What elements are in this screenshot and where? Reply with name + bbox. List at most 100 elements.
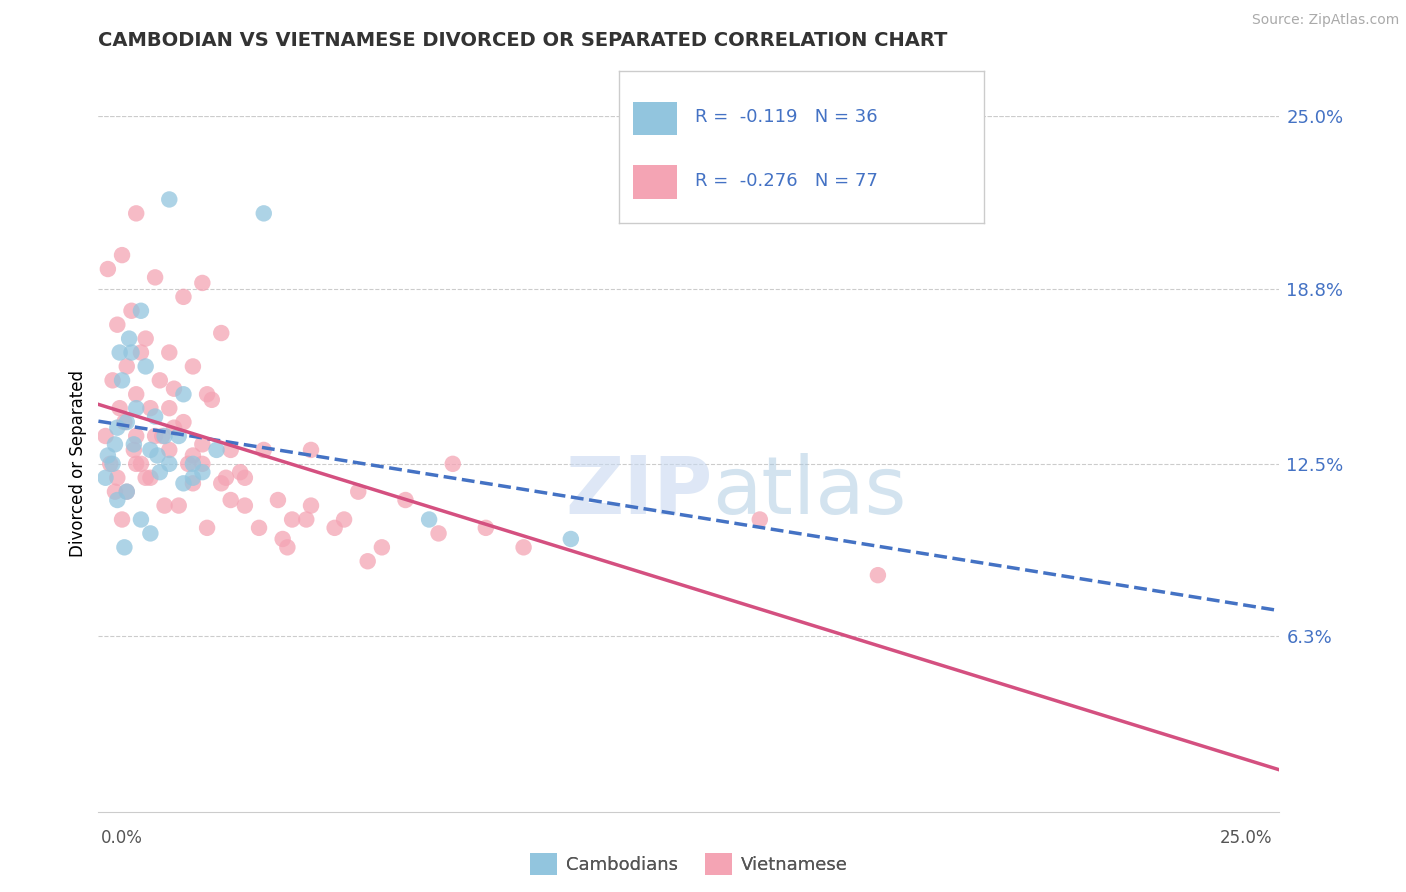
Point	[115, 359, 138, 374]
Point	[167, 429, 190, 443]
Point	[111, 373, 134, 387]
Point	[125, 457, 148, 471]
Point	[172, 476, 194, 491]
Point	[101, 457, 124, 471]
Point	[295, 512, 318, 526]
Point	[118, 332, 141, 346]
Point	[139, 401, 162, 416]
Point	[125, 206, 148, 220]
Point	[105, 420, 128, 434]
Point	[267, 493, 290, 508]
Point	[172, 387, 194, 401]
Point	[201, 392, 224, 407]
Point	[111, 248, 134, 262]
Point	[191, 465, 214, 479]
Point	[157, 457, 180, 471]
Point	[121, 303, 143, 318]
Text: CAMBODIAN VS VIETNAMESE DIVORCED OR SEPARATED CORRELATION CHART: CAMBODIAN VS VIETNAMESE DIVORCED OR SEPA…	[98, 31, 948, 50]
Point	[181, 476, 204, 491]
Point	[149, 373, 172, 387]
Point	[129, 345, 152, 359]
Point	[139, 442, 162, 457]
Point	[163, 382, 186, 396]
Point	[209, 326, 232, 340]
Point	[105, 318, 128, 332]
Point	[122, 442, 145, 457]
Point	[181, 471, 204, 485]
Point	[347, 484, 370, 499]
Text: R =  -0.119   N = 36: R = -0.119 N = 36	[696, 108, 877, 126]
Point	[427, 526, 450, 541]
Point	[195, 521, 218, 535]
Point	[149, 465, 172, 479]
Point	[418, 512, 440, 526]
Point	[115, 415, 138, 429]
Point	[108, 401, 131, 416]
Point	[475, 521, 498, 535]
Point	[560, 532, 582, 546]
Point	[323, 521, 346, 535]
Point	[150, 429, 173, 443]
Point	[125, 429, 148, 443]
Point	[97, 262, 120, 277]
Point	[191, 276, 214, 290]
Point	[195, 387, 218, 401]
Point	[129, 512, 152, 526]
Point	[163, 420, 186, 434]
Point	[112, 541, 135, 555]
Point	[104, 484, 127, 499]
Point	[371, 541, 394, 555]
Point	[129, 303, 152, 318]
Point	[209, 476, 232, 491]
Point	[112, 415, 135, 429]
Point	[121, 345, 143, 359]
Point	[135, 332, 157, 346]
Point	[157, 193, 180, 207]
Point	[181, 457, 204, 471]
Point	[247, 521, 270, 535]
Point	[167, 499, 190, 513]
Point	[157, 345, 180, 359]
Legend: Cambodians, Vietnamese: Cambodians, Vietnamese	[523, 847, 855, 883]
Point	[129, 457, 152, 471]
Point	[191, 457, 214, 471]
Point	[153, 499, 176, 513]
Point	[205, 442, 228, 457]
Point	[441, 457, 464, 471]
Point	[104, 437, 127, 451]
Point	[177, 457, 200, 471]
Point	[153, 429, 176, 443]
Point	[512, 541, 534, 555]
Point	[219, 493, 242, 508]
Point	[143, 429, 166, 443]
Point	[215, 471, 238, 485]
Text: Source: ZipAtlas.com: Source: ZipAtlas.com	[1251, 13, 1399, 28]
Point	[219, 442, 242, 457]
Point	[253, 442, 276, 457]
Point	[101, 373, 124, 387]
Point	[181, 449, 204, 463]
Point	[111, 512, 134, 526]
Point	[191, 437, 214, 451]
Bar	[633, 165, 678, 199]
Point	[122, 437, 145, 451]
Bar	[633, 102, 678, 135]
Text: ZIP: ZIP	[565, 452, 713, 531]
Point	[233, 471, 256, 485]
Point	[115, 484, 138, 499]
Point	[229, 465, 252, 479]
Point	[98, 457, 121, 471]
Point	[108, 345, 131, 359]
Point	[333, 512, 356, 526]
Point	[394, 493, 416, 508]
Text: 0.0%: 0.0%	[101, 829, 143, 847]
Point	[143, 409, 166, 424]
Point	[143, 270, 166, 285]
Point	[125, 387, 148, 401]
Point	[125, 401, 148, 416]
Point	[105, 493, 128, 508]
Point	[139, 526, 162, 541]
Y-axis label: Divorced or Separated: Divorced or Separated	[69, 370, 87, 558]
Point	[181, 359, 204, 374]
Point	[281, 512, 304, 526]
